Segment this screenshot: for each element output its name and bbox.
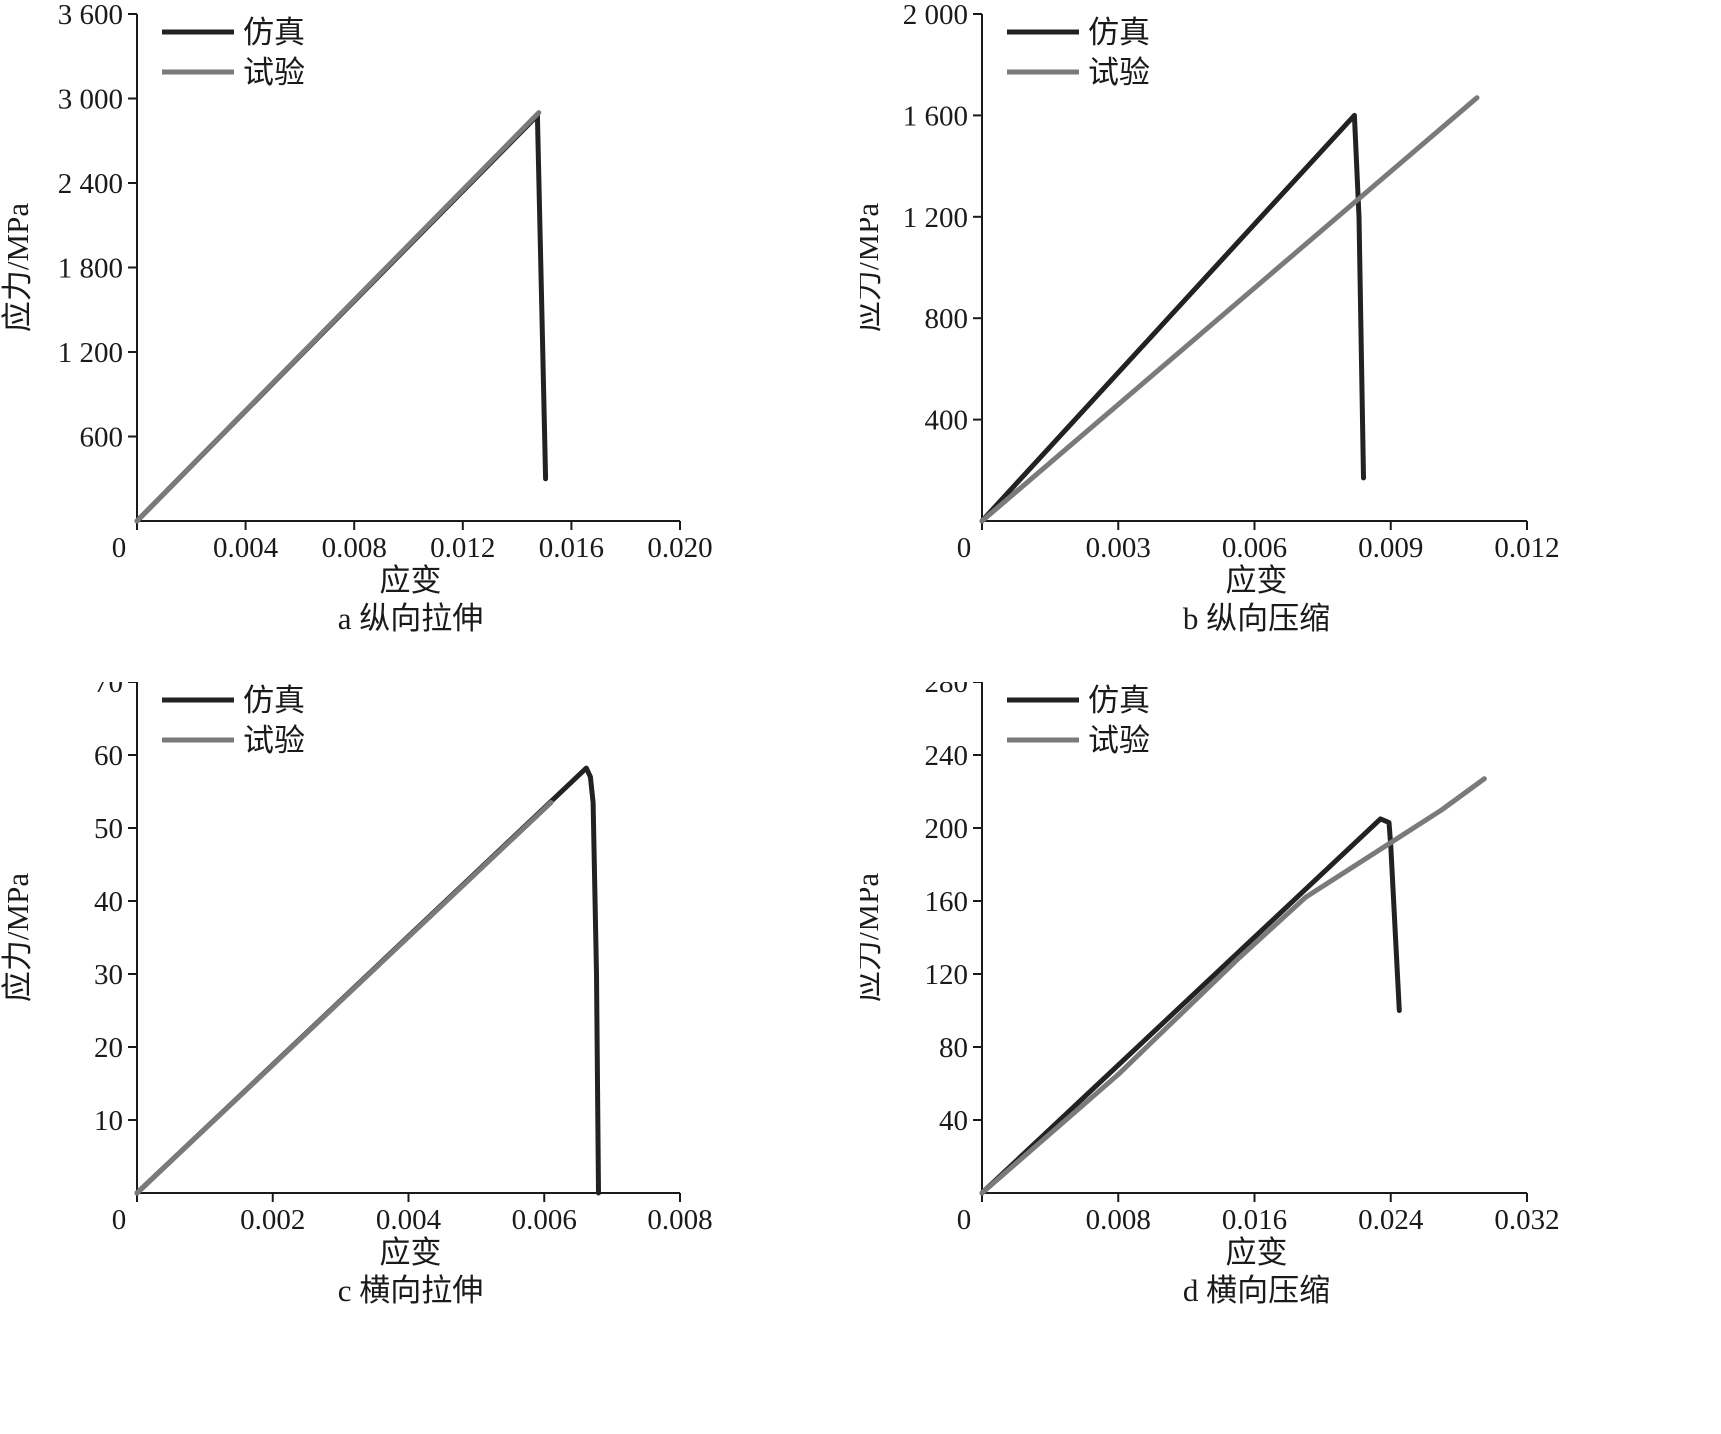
- y-tick-label: 50: [94, 813, 123, 845]
- y-tick-label: 1 600: [903, 100, 968, 132]
- panel-caption: a 纵向拉伸: [338, 601, 484, 636]
- x-axis-title: 应变: [380, 1235, 442, 1270]
- x-tick-label: 0.006: [1222, 532, 1287, 564]
- legend-label: 试验: [243, 723, 305, 758]
- series-line-experiment: [979, 95, 1480, 524]
- series-line-experiment: [134, 110, 542, 524]
- x-tick-label: 0.032: [1494, 1204, 1559, 1236]
- x-tick-label: 0.008: [647, 1204, 712, 1236]
- x-tick-label: 0.003: [1086, 532, 1151, 564]
- x-tick-label: 0: [957, 1204, 972, 1236]
- series-line-simulation: [979, 816, 1402, 1196]
- y-tick-label: 1 200: [903, 202, 968, 234]
- legend-label: 仿真: [243, 683, 305, 718]
- y-tick-label: 40: [939, 1105, 968, 1137]
- y-tick-label: 200: [925, 813, 969, 845]
- y-tick-label: 2 000: [903, 0, 968, 31]
- plot-group: 0 0.003 0.006 0.009 0.012 400 800 1 200 1 600 2 0…: [860, 0, 1560, 636]
- panel-caption: d 横向压缩: [1183, 1273, 1330, 1308]
- y-tick-label: 1 200: [58, 337, 123, 369]
- x-tick-label: 0.008: [1086, 1204, 1151, 1236]
- legend-label: 试验: [1088, 55, 1150, 90]
- y-tick-label: 70: [94, 682, 123, 699]
- legend-label: 试验: [1088, 723, 1150, 758]
- y-tick-label: 280: [925, 682, 969, 699]
- y-tick-label: 10: [94, 1105, 123, 1137]
- chart-panel-d: 0 0.008 0.016 0.024 0.032 40 80 120 160 200 240 280…: [860, 682, 1560, 1308]
- x-tick-label: 0.009: [1358, 532, 1423, 564]
- y-tick-label: 2 400: [58, 168, 123, 200]
- y-tick-label: 800: [925, 303, 969, 335]
- chart-panel-b: 0 0.003 0.006 0.009 0.012 400 800 1 200 1 600 2 0…: [860, 0, 1560, 636]
- legend-label: 仿真: [1088, 15, 1150, 50]
- y-tick-label: 1 800: [58, 253, 123, 285]
- x-axis-title: 应变: [1226, 563, 1288, 598]
- y-axis-title: 应力/MPa: [860, 203, 885, 332]
- y-tick-label: 40: [94, 886, 123, 918]
- y-tick-label: 30: [94, 959, 123, 991]
- y-axis-title: 应力/MPa: [0, 873, 35, 1002]
- x-tick-label: 0.024: [1358, 1204, 1424, 1236]
- x-tick-label: 0: [112, 532, 127, 564]
- y-tick-label: 3 000: [58, 84, 123, 116]
- plot-group: 0 0.004 0.008 0.012 0.016 0.020 600 1 200 1 800 2…: [0, 0, 713, 636]
- y-axis-title: 应力/MPa: [0, 203, 35, 332]
- x-tick-label: 0.012: [1494, 532, 1559, 564]
- y-tick-label: 3 600: [58, 0, 123, 31]
- panel-caption: b 纵向压缩: [1183, 601, 1330, 636]
- x-tick-label: 0.008: [322, 532, 387, 564]
- chart-panel-c: 0 0.002 0.004 0.006 0.008 10 20 30 40 50 60 70 仿真试验应…: [0, 682, 713, 1308]
- series-line-experiment: [134, 800, 554, 1196]
- y-tick-label: 240: [925, 740, 969, 772]
- legend-label: 仿真: [1088, 683, 1150, 718]
- x-tick-label: 0.002: [240, 1204, 305, 1236]
- x-axis-title: 应变: [380, 563, 442, 598]
- x-tick-label: 0.020: [647, 532, 712, 564]
- y-tick-label: 400: [925, 405, 969, 437]
- y-tick-label: 120: [925, 959, 969, 991]
- x-axis-title: 应变: [1226, 1235, 1288, 1270]
- y-axis-title: 应力/MPa: [860, 873, 885, 1002]
- x-tick-label: 0.004: [213, 532, 279, 564]
- x-tick-label: 0: [957, 532, 972, 564]
- x-tick-label: 0.016: [1222, 1204, 1287, 1236]
- legend-label: 仿真: [243, 15, 305, 50]
- y-tick-label: 60: [94, 740, 123, 772]
- plot-group: 0 0.008 0.016 0.024 0.032 40 80 120 160 200 240 280…: [860, 682, 1560, 1308]
- x-tick-label: 0.016: [539, 532, 604, 564]
- series-line-experiment: [979, 776, 1487, 1196]
- plot-group: 0 0.002 0.004 0.006 0.008 10 20 30 40 50 60 70 仿真试验应…: [0, 682, 713, 1308]
- x-tick-label: 0.006: [512, 1204, 577, 1236]
- x-tick-label: 0: [112, 1204, 127, 1236]
- x-tick-label: 0.012: [430, 532, 495, 564]
- y-tick-label: 160: [925, 886, 969, 918]
- y-tick-label: 600: [80, 422, 124, 454]
- series-line-simulation: [979, 112, 1366, 524]
- legend-label: 试验: [243, 55, 305, 90]
- x-tick-label: 0.004: [376, 1204, 442, 1236]
- panel-caption: c 横向拉伸: [338, 1273, 484, 1308]
- y-tick-label: 80: [939, 1032, 968, 1064]
- chart-panel-a: 0 0.004 0.008 0.012 0.016 0.020 600 1 200 1 800 2…: [0, 0, 713, 636]
- y-tick-label: 20: [94, 1032, 123, 1064]
